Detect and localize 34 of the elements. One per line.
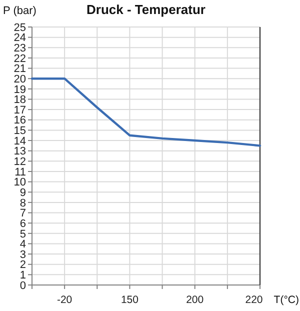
y-tick-label: 9 xyxy=(20,186,26,199)
x-axis-title: T(°C) xyxy=(274,294,299,306)
y-tick-label: 0 xyxy=(20,280,26,292)
y-tick-label: 21 xyxy=(14,63,26,76)
y-tick-label: 15 xyxy=(14,125,26,138)
y-tick-label: 1 xyxy=(20,270,26,282)
chart-title: Druck - Temperatur xyxy=(86,2,206,17)
y-tick-label: 19 xyxy=(14,84,26,96)
y-tick-label: 6 xyxy=(20,218,26,230)
x-tick-label: -20 xyxy=(56,294,72,306)
y-tick-label: 16 xyxy=(14,114,26,127)
y-tick-label: 11 xyxy=(14,166,26,178)
y-tick-label: 23 xyxy=(14,42,26,54)
x-tick-label: 200 xyxy=(186,294,204,306)
y-tick-label: 10 xyxy=(14,176,26,189)
y-tick-label: 14 xyxy=(14,135,26,148)
y-tick-label: 18 xyxy=(14,94,26,106)
y-tick-label: 4 xyxy=(20,238,26,251)
y-tick-label: 20 xyxy=(14,73,26,86)
y-tick-label: 25 xyxy=(14,22,26,34)
y-tick-label: 24 xyxy=(14,32,26,44)
y-tick-label: 17 xyxy=(14,104,26,116)
y-tick-label: 7 xyxy=(20,208,26,220)
y-tick-label: 13 xyxy=(14,146,26,158)
y-tick-label: 22 xyxy=(14,52,26,65)
y-tick-label: 2 xyxy=(20,259,26,272)
y-tick-label: 3 xyxy=(20,248,26,261)
line-series xyxy=(30,78,262,147)
y-tick-label: 8 xyxy=(20,197,26,210)
y-tick-label: 5 xyxy=(20,228,26,240)
y-axis-title: P (bar) xyxy=(3,5,36,17)
y-tick-label: 12 xyxy=(14,156,26,168)
x-tick-label: 220 xyxy=(245,294,263,306)
x-tick-label: 150 xyxy=(120,294,139,306)
